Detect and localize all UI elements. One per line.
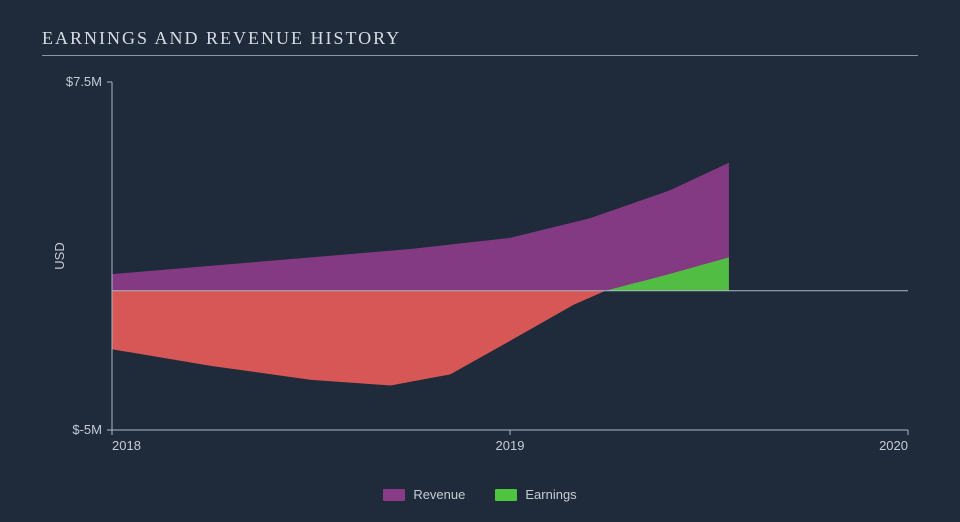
chart-title: EARNINGS AND REVENUE HISTORY	[42, 28, 918, 49]
svg-text:$7.5M: $7.5M	[66, 74, 102, 89]
svg-text:2018: 2018	[112, 438, 141, 453]
legend-swatch	[495, 489, 517, 501]
history-chart: $7.5M $-5M USD 2018 2019 2020	[42, 70, 918, 470]
legend-item: Earnings	[495, 487, 576, 502]
svg-text:USD: USD	[52, 242, 67, 269]
svg-text:2020: 2020	[879, 438, 908, 453]
legend: Revenue Earnings	[42, 481, 918, 502]
legend-swatch	[383, 489, 405, 501]
title-rule	[42, 55, 918, 56]
svg-text:2019: 2019	[496, 438, 525, 453]
legend-label: Revenue	[413, 487, 465, 502]
legend-label: Earnings	[525, 487, 576, 502]
title-block: EARNINGS AND REVENUE HISTORY	[42, 28, 918, 56]
legend-item: Revenue	[383, 487, 465, 502]
svg-text:$-5M: $-5M	[72, 422, 102, 437]
chart-area: $7.5M $-5M USD 2018 2019 2020	[42, 70, 918, 481]
